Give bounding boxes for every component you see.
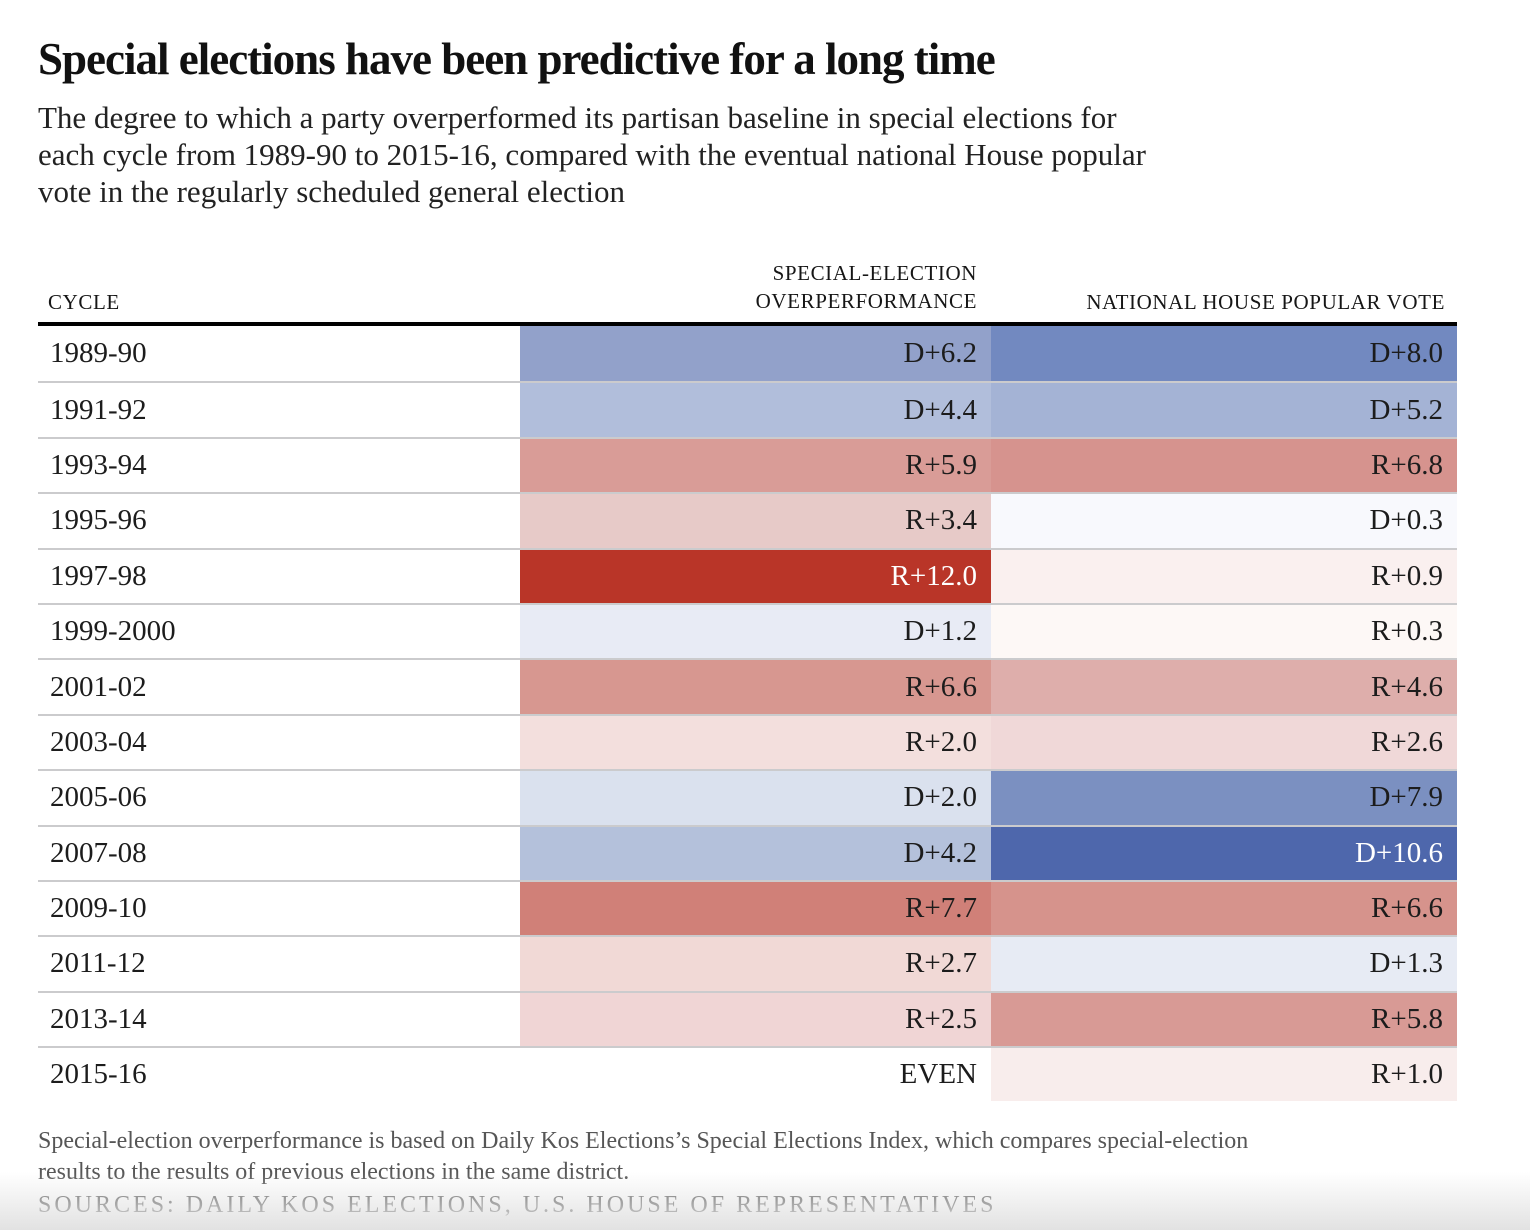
special-overperformance-cell: R+6.6 [520,660,991,714]
cycle-cell: 1989-90 [50,337,147,370]
house-popular-vote-cell: D+5.2 [991,383,1457,437]
table-row: 1993-94 R+5.9 R+6.8 [38,436,1457,493]
table-row: 1991-92 D+4.4 D+5.2 [38,381,1457,437]
table-row: 1999-2000 D+1.2 R+0.3 [38,602,1457,659]
cycle-cell: 2011-12 [50,947,146,980]
cycle-cell: 2001-02 [50,670,147,703]
table-body: 1989-90 D+6.2 D+8.0 1991-92 D+4.4 D+5.2 … [38,326,1457,1102]
header-rule [38,322,1457,326]
table-row: 2009-10 R+7.7 R+6.6 [38,879,1457,936]
sources-line: SOURCES: DAILY KOS ELECTIONS, U.S. HOUSE… [38,1192,997,1218]
house-popular-vote-cell: R+5.8 [991,992,1457,1047]
special-overperformance-cell: R+2.0 [520,715,991,770]
house-popular-vote-cell: D+10.6 [991,826,1457,880]
footnote-line: results to the results of previous elect… [38,1159,630,1185]
special-overperformance-cell: EVEN [520,1048,991,1102]
column-header-special-line2: OVERPERFORMANCE [755,289,977,313]
cycle-cell: 2005-06 [50,781,147,814]
house-popular-vote-cell: R+0.3 [991,604,1457,659]
table-row: 2007-08 D+4.2 D+10.6 [38,824,1457,880]
table-row: 2011-12 R+2.7 D+1.3 [38,935,1457,991]
cycle-cell: 1993-94 [50,448,147,481]
subtitle-line: vote in the regularly scheduled general … [38,174,626,209]
house-popular-vote-cell: R+1.0 [991,1048,1457,1102]
special-overperformance-cell: R+2.7 [520,937,991,991]
house-popular-vote-cell: D+8.0 [991,326,1457,382]
table-row: 2013-14 R+2.5 R+5.8 [38,990,1457,1047]
cycle-cell: 1997-98 [50,559,147,592]
special-overperformance-cell: D+2.0 [520,771,991,825]
subtitle-line: each cycle from 1989-90 to 2015-16, comp… [38,137,1146,172]
house-popular-vote-cell: D+1.3 [991,937,1457,991]
table-row: 1995-96 R+3.4 D+0.3 [38,492,1457,548]
cycle-cell: 2015-16 [50,1058,147,1091]
house-popular-vote-cell: R+6.6 [991,881,1457,936]
column-header-special-line1: SPECIAL-ELECTION [772,261,977,285]
cycle-cell: 1991-92 [50,393,147,426]
chart-title: Special elections have been predictive f… [38,34,996,84]
cycle-cell: 2013-14 [50,1002,147,1035]
cycle-cell: 2009-10 [50,892,147,925]
table-row: 1997-98 R+12.0 R+0.9 [38,547,1457,603]
table-row: 2015-16 EVEN R+1.0 [38,1046,1457,1102]
cycle-cell: 1999-2000 [50,615,176,648]
house-popular-vote-cell: R+2.6 [991,715,1457,770]
cycle-cell: 2007-08 [50,836,147,869]
cycle-cell: 1995-96 [50,504,147,537]
special-overperformance-cell: R+7.7 [520,881,991,936]
house-popular-vote-cell: R+0.9 [991,549,1457,603]
house-popular-vote-cell: D+7.9 [991,771,1457,825]
special-overperformance-cell: D+1.2 [520,604,991,659]
column-header-house-vote: NATIONAL HOUSE POPULAR VOTE [1086,290,1445,314]
table-row: 2001-02 R+6.6 R+4.6 [38,658,1457,714]
special-overperformance-cell: R+3.4 [520,494,991,548]
table-row: 2003-04 R+2.0 R+2.6 [38,713,1457,770]
special-overperformance-cell: D+4.4 [520,383,991,437]
footnote-line: Special-election overperformance is base… [38,1128,1249,1154]
special-overperformance-cell: R+2.5 [520,992,991,1047]
subtitle-line: The degree to which a party overperforme… [38,100,1117,135]
table-row: 1989-90 D+6.2 D+8.0 [38,326,1457,382]
special-overperformance-cell: D+6.2 [520,326,991,382]
column-header-special-overperformance: SPECIAL-ELECTION OVERPERFORMANCE [520,259,991,318]
column-header-cycle: CYCLE [48,290,120,314]
cycle-cell: 2003-04 [50,725,147,758]
table-header: CYCLE SPECIAL-ELECTION OVERPERFORMANCE N… [38,250,1457,318]
special-overperformance-cell: R+5.9 [520,438,991,493]
special-overperformance-cell: D+4.2 [520,826,991,880]
chart-subtitle: The degree to which a party overperforme… [38,99,1498,210]
house-popular-vote-cell: R+4.6 [991,660,1457,714]
house-popular-vote-cell: R+6.8 [991,438,1457,493]
house-popular-vote-cell: D+0.3 [991,494,1457,548]
table-row: 2005-06 D+2.0 D+7.9 [38,769,1457,825]
special-overperformance-cell: R+12.0 [520,549,991,603]
footnote: Special-election overperformance is base… [38,1126,1498,1188]
